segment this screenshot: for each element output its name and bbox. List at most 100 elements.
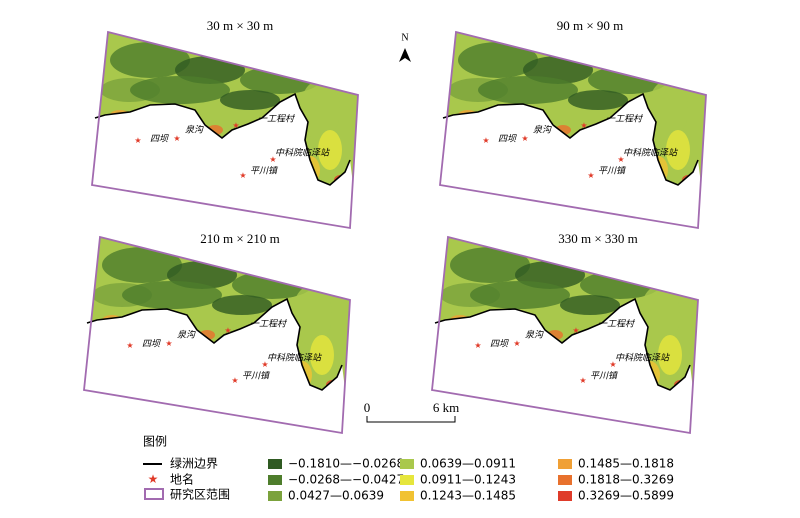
oasis-boundary [94,92,351,186]
legend-swatch [400,459,414,469]
legend-swatch [558,459,572,469]
raster-patch [560,295,620,315]
study-extent [91,30,359,230]
place-star: ★ [224,326,231,335]
place-label: 中科院临泽站 [275,148,331,159]
place-star: ★ [173,134,180,143]
legend-label: 0.0911—0.1243 [420,473,516,487]
legend-swatch [400,475,414,485]
place-star: ★ [580,121,587,130]
oasis-boundary [442,92,699,186]
scale-end: 6 km [433,400,459,415]
study-extent [439,30,707,230]
place-label: 中科院临泽站 [267,353,323,364]
place-star: ★ [513,339,520,348]
legend-label: 0.0639—0.0911 [420,457,516,471]
scale-start: 0 [364,400,371,415]
raster-patch [102,247,182,283]
legend-label: 绿洲边界 [170,456,218,471]
place-star: ★ [126,341,133,350]
place-star: ★ [579,376,586,385]
raster-patch [130,76,230,104]
raster-patch [110,42,190,78]
legend-swatch [558,475,572,485]
legend-label: −0.0268—−0.0427 [288,473,404,487]
raster-patch [300,80,340,140]
place-star: ★ [474,341,481,350]
raster-patch [310,335,334,375]
raster-patch [658,335,682,375]
legend-label: 0.1818—0.3269 [578,473,674,487]
place-star: ★ [609,360,616,369]
raster-patch [478,76,578,104]
raster-patch [292,285,332,345]
place-label: 四坝 [498,134,517,145]
place-star: ★ [269,155,276,164]
place-label: 平川镇 [242,371,271,382]
raster-patch [470,281,570,309]
panel-title: 30 m × 30 m [207,18,274,33]
raster-patch [212,295,272,315]
place-star: ★ [134,136,141,145]
panel-title: 330 m × 330 m [558,231,638,246]
place-label: 泉沟 [525,330,544,341]
place-star: ★ [165,339,172,348]
place-star: ★ [239,171,246,180]
place-star: ★ [231,376,238,385]
legend-swatch [268,459,282,469]
study-extent [431,235,699,435]
legend-swatch [558,491,572,501]
legend-label: 研究区范围 [170,487,230,502]
place-label: 中科院临泽站 [615,353,671,364]
place-label: 一工程村 [258,114,296,125]
oasis-boundary [434,297,691,391]
legend-label: 0.0427—0.0639 [288,489,384,503]
map-panel: ★ 四坝 ★泉沟★一工程村★中科院临泽站★ 平川镇 [431,235,699,435]
place-star: ★ [587,171,594,180]
map-panel: ★ 四坝 ★泉沟★一工程村★中科院临泽站★ 平川镇 [439,30,707,230]
raster-patch [640,285,680,345]
place-label: 一工程村 [598,319,636,330]
north-arrow: N [399,32,411,62]
raster-patch [220,90,280,110]
scale-bar: 0 6 km [364,400,459,423]
place-label: 泉沟 [185,125,204,136]
raster-patch [648,80,688,140]
place-label: 一工程村 [250,319,288,330]
legend-title: 图例 [143,435,167,449]
place-star: ★ [482,136,489,145]
place-label: 中科院临泽站 [623,148,679,159]
place-label: 泉沟 [533,125,552,136]
panel-title: 210 m × 210 m [200,231,280,246]
raster-patch [122,281,222,309]
place-star: ★ [232,121,239,130]
study-extent [83,235,351,435]
panel-title: 90 m × 90 m [557,18,624,33]
legend-label: −0.1810—−0.0268 [288,457,404,471]
raster-patch [450,247,530,283]
oasis-boundary [86,297,343,391]
legend-swatch [400,491,414,501]
place-label: 泉沟 [177,330,196,341]
legend-swatch [268,491,282,501]
map-panel: ★ 四坝 ★泉沟★一工程村★中科院临泽站★ 平川镇 [91,30,359,230]
place-label: 平川镇 [250,166,279,177]
place-label: 平川镇 [590,371,619,382]
place-star: ★ [572,326,579,335]
place-label: 四坝 [150,134,169,145]
place-label: 一工程村 [606,114,644,125]
legend-label: 地名 [170,472,194,487]
map-panel: ★ 四坝 ★泉沟★一工程村★中科院临泽站★ 平川镇 [83,235,351,435]
extent-symbol [144,488,164,500]
raster-patch [318,130,342,170]
legend-label: 0.3269—0.5899 [578,489,674,503]
legend-label: 0.1243—0.1485 [420,489,516,503]
north-label: N [401,32,408,43]
place-star: ★ [521,134,528,143]
legend-label: 0.1485—0.1818 [578,457,674,471]
place-star: ★ [261,360,268,369]
place-star: ★ [617,155,624,164]
raster-patch [666,130,690,170]
star-symbol: ★ [148,472,159,486]
